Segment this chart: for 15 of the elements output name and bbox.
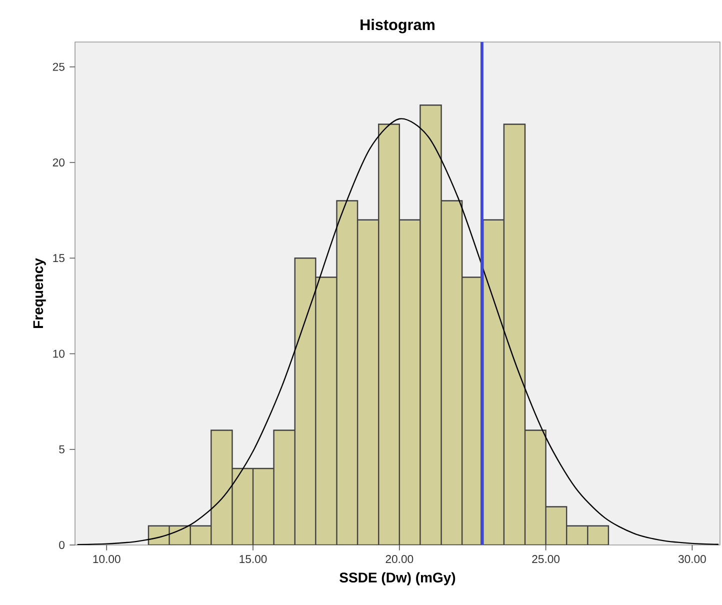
y-tick-label: 15 — [53, 254, 64, 262]
x-tick-label: 20.00 — [386, 555, 414, 564]
chart-title: Histogram — [360, 18, 434, 34]
x-tick-label: 30.00 — [678, 555, 706, 564]
y-tick-label: 0 — [59, 540, 65, 549]
x-tick-label: 15.00 — [240, 555, 267, 564]
y-tick-label: 25 — [52, 62, 64, 71]
x-axis-title: SSDE (Dw) (mGy) — [340, 572, 456, 586]
y-tick-label: 5 — [59, 445, 64, 454]
y-tick-label: 10 — [53, 350, 65, 358]
x-tick-label: 10.00 — [93, 555, 120, 564]
x-tick-label: 25.00 — [532, 555, 560, 564]
y-tick-label: 20 — [52, 158, 65, 166]
y-axis-title: Frequency — [33, 258, 46, 328]
line-series — [76, 118, 720, 545]
